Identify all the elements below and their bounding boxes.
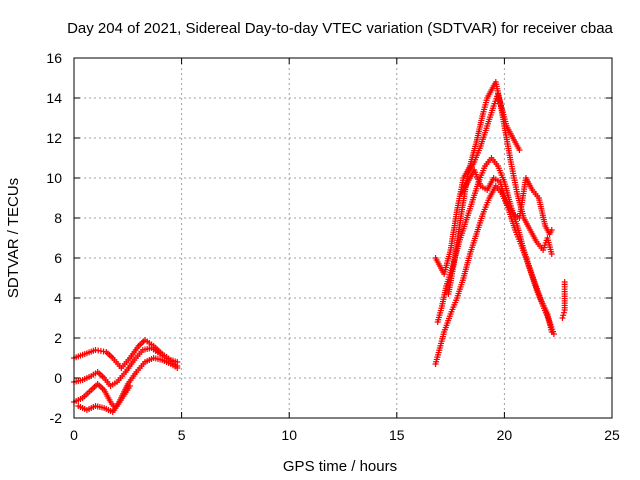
y-tick-label: 8: [54, 210, 62, 226]
y-axis-label: SDTVAR / TECUs: [5, 178, 22, 298]
x-tick-label: 25: [604, 427, 620, 443]
data-point: [550, 331, 557, 337]
data-point: [559, 315, 566, 321]
data-point: [516, 147, 523, 153]
chart-title: Day 204 of 2021, Sidereal Day-to-day VTE…: [67, 20, 613, 37]
y-tick-label: 4: [54, 290, 62, 306]
y-tick-label: 6: [54, 250, 62, 266]
data-point: [560, 312, 567, 319]
y-tick-label: -2: [50, 410, 63, 426]
x-tick-label: 20: [497, 427, 513, 443]
y-tick-label: 10: [46, 170, 62, 186]
x-tick-label: 15: [389, 427, 405, 443]
series-track-i: [458, 167, 555, 237]
data-point: [174, 365, 181, 371]
y-axis-ticks: -2 0 2 4 6 8 10 12 14 16: [46, 50, 612, 426]
y-tick-label: 2: [54, 330, 62, 346]
plot-border: [73, 57, 613, 419]
data-point: [548, 251, 555, 257]
y-tick-label: 0: [54, 370, 62, 386]
plot-frame: [73, 57, 613, 419]
y-tick-label: 14: [46, 90, 62, 106]
y-tick-label: 12: [46, 130, 62, 146]
x-tick-label: 0: [70, 427, 78, 443]
x-axis-ticks: 0 5 10 15 20 25: [70, 58, 620, 443]
data-points: [71, 79, 568, 415]
data-point: [548, 227, 555, 233]
x-tick-label: 10: [281, 427, 297, 443]
data-point: [561, 279, 568, 285]
series-track-d: [75, 383, 133, 415]
data-point: [560, 309, 567, 316]
data-point: [126, 383, 133, 389]
x-tick-label: 5: [178, 427, 186, 443]
y-tick-label: 16: [46, 50, 62, 66]
x-axis-label: GPS time / hours: [283, 458, 397, 475]
series-track-j: [559, 279, 568, 321]
